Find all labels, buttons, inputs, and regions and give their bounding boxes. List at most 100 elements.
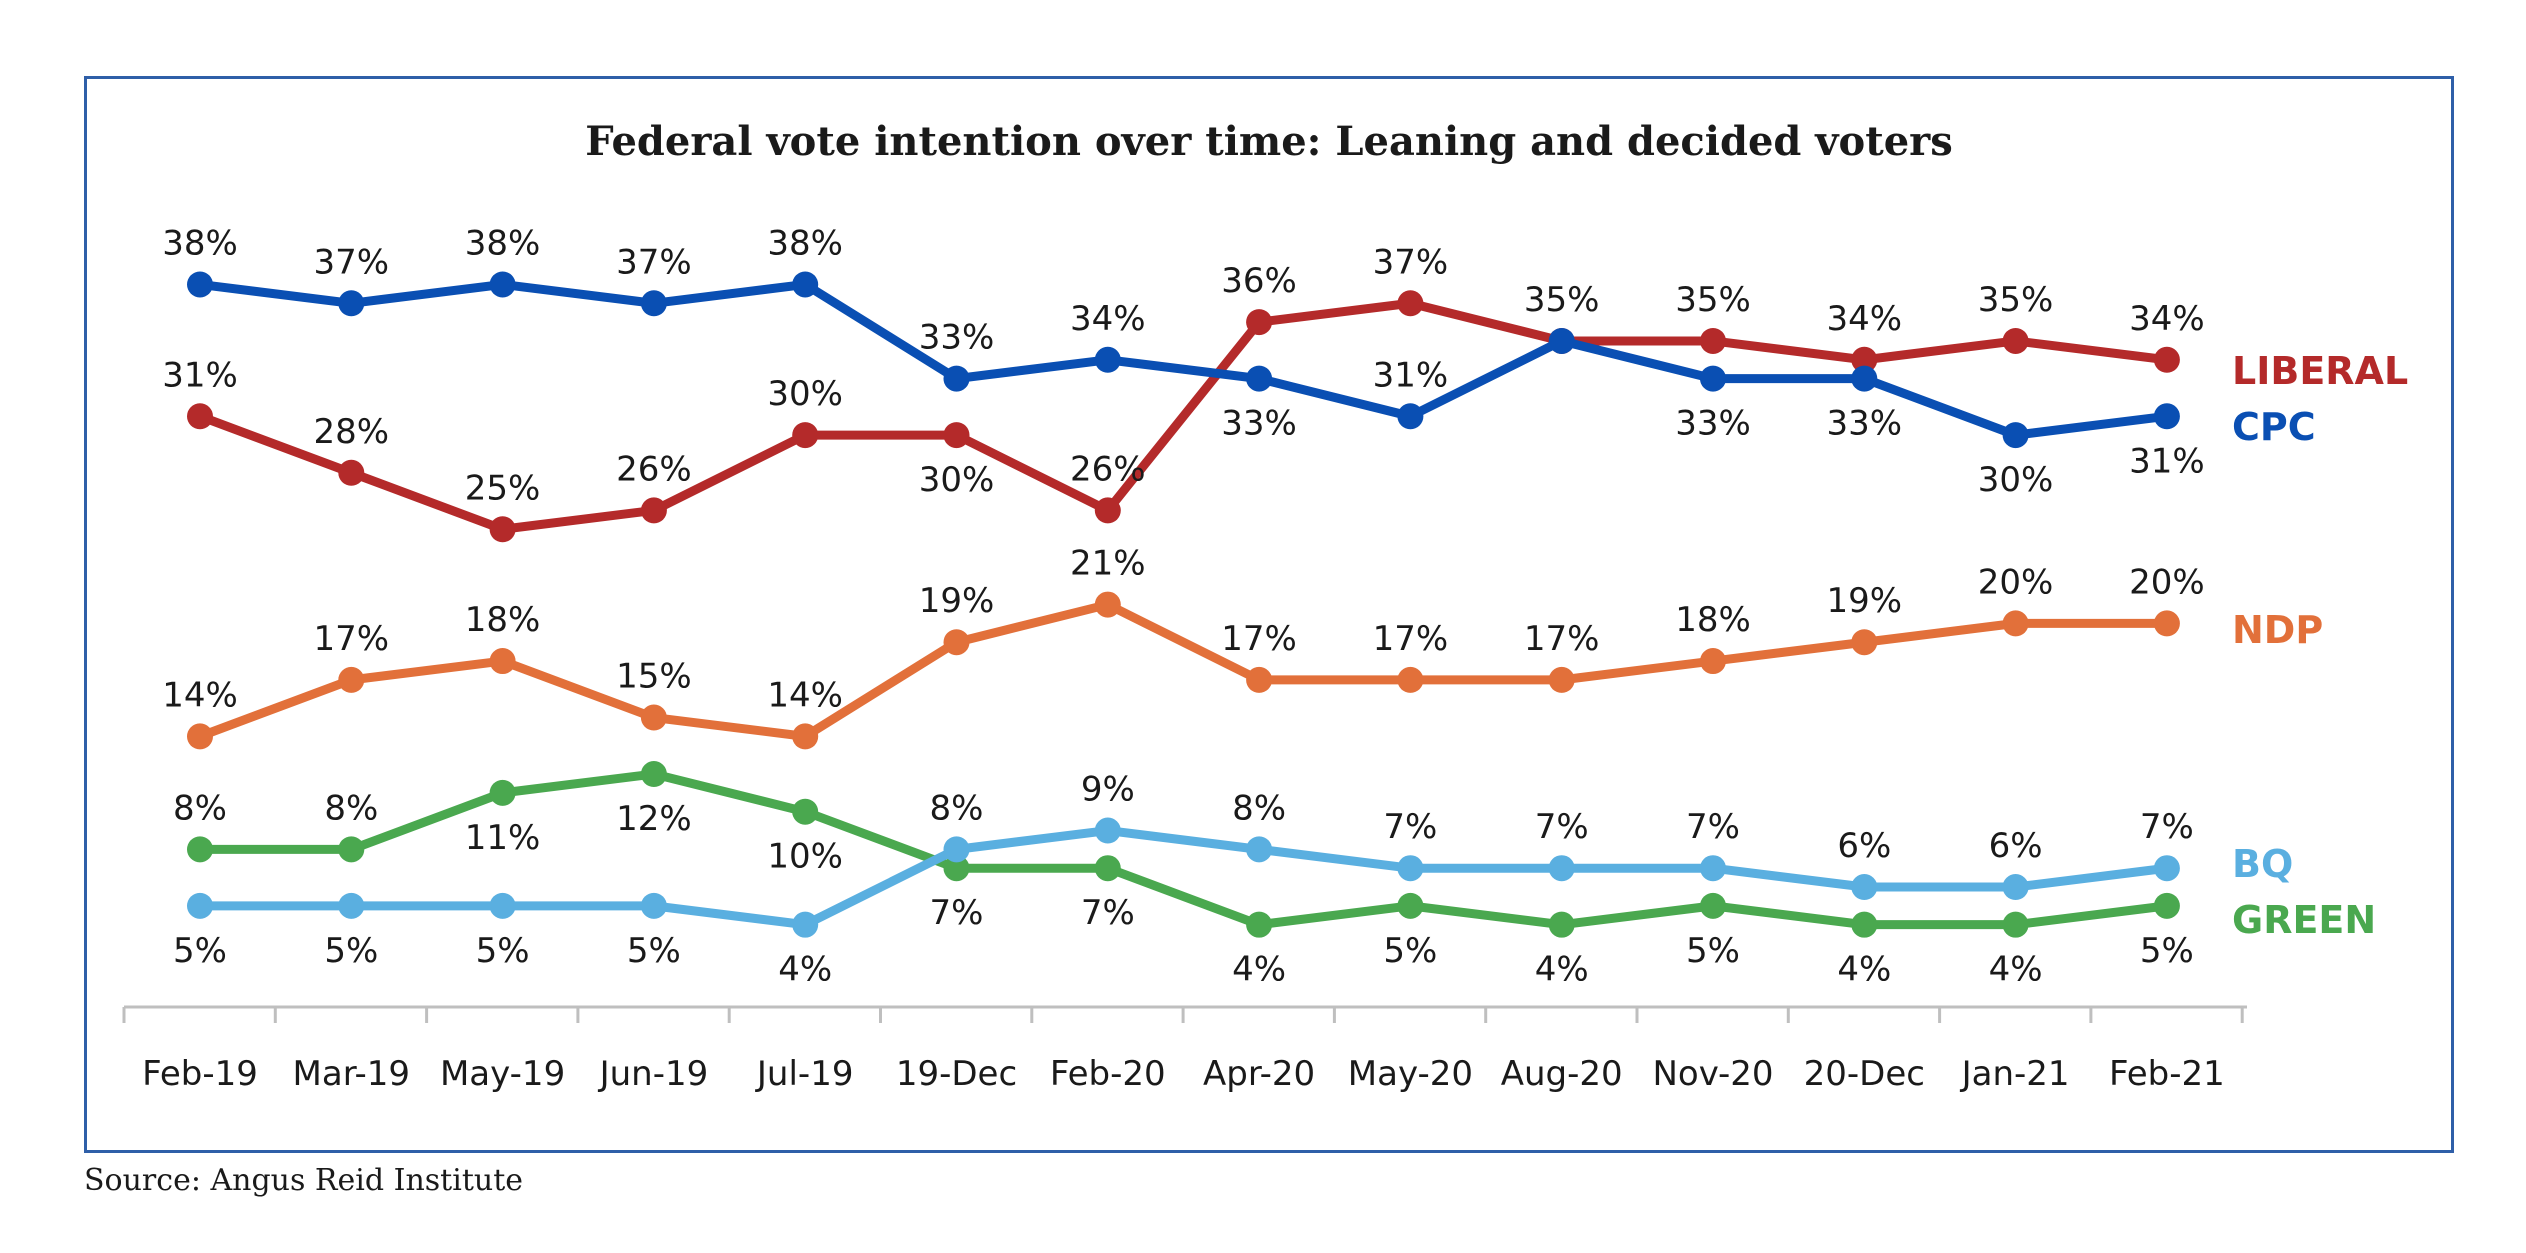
data-label-cpc: 33% (1675, 404, 1751, 444)
data-point-ndp (1548, 666, 1575, 693)
data-point-bq (2153, 855, 2180, 882)
source-note: Source: Angus Reid Institute (84, 1163, 523, 1198)
data-label-green: 12% (616, 799, 692, 839)
data-point-green (1700, 892, 1726, 919)
data-label-liberal: 34% (1827, 299, 1903, 339)
data-point-green (1246, 911, 1273, 938)
data-label-green: 5% (1686, 931, 1740, 971)
data-point-ndp (187, 723, 213, 750)
data-point-green (187, 836, 213, 863)
data-label-liberal: 35% (1978, 280, 2054, 320)
legend-ndp: NDP (2232, 608, 2323, 652)
data-point-bq (1397, 855, 1424, 882)
data-point-liberal (489, 516, 516, 543)
data-label-ndp: 17% (314, 619, 390, 659)
data-point-bq (338, 892, 365, 919)
data-point-cpc (489, 271, 516, 298)
data-label-cpc: 30% (1978, 460, 2054, 500)
data-point-ndp (1700, 648, 1726, 675)
data-point-green (943, 855, 970, 882)
data-label-cpc: 35% (1524, 280, 1600, 320)
data-point-bq (1700, 855, 1726, 882)
data-label-liberal: 36% (1221, 261, 1297, 301)
data-point-bq (792, 911, 819, 938)
x-tick-label: Nov-20 (1653, 1054, 1774, 1094)
data-point-ndp (1397, 666, 1424, 693)
data-point-ndp (1246, 666, 1273, 693)
x-tick-label: May-20 (1348, 1054, 1473, 1094)
data-label-ndp: 14% (162, 675, 238, 715)
data-label-green: 4% (1989, 950, 2043, 990)
data-point-cpc (792, 271, 819, 298)
data-point-liberal (338, 459, 365, 486)
data-label-cpc: 34% (1070, 299, 1146, 339)
legend-green: GREEN (2232, 898, 2376, 942)
data-label-bq: 7% (2140, 807, 2194, 847)
data-point-bq (640, 892, 667, 919)
series-liberal (187, 290, 2180, 543)
data-point-bq (1548, 855, 1575, 882)
data-point-liberal (792, 422, 819, 449)
data-label-cpc: 33% (1827, 404, 1903, 444)
x-tick-label: Feb-20 (1050, 1054, 1166, 1094)
legend-bq: BQ (2232, 842, 2293, 886)
data-label-green: 11% (465, 818, 541, 858)
data-point-bq (1851, 874, 1878, 901)
data-point-cpc (187, 271, 213, 298)
data-point-cpc (2153, 403, 2180, 430)
data-point-liberal (1851, 346, 1878, 373)
data-point-bq (1246, 836, 1273, 863)
data-label-ndp: 20% (2129, 562, 2205, 602)
data-point-cpc (640, 290, 667, 317)
data-point-green (489, 779, 516, 806)
data-point-cpc (943, 365, 970, 392)
data-label-cpc: 38% (465, 223, 541, 263)
x-tick-label: May-19 (440, 1054, 565, 1094)
data-label-liberal: 28% (314, 412, 390, 452)
data-label-ndp: 17% (1524, 619, 1600, 659)
data-label-liberal: 34% (2129, 299, 2205, 339)
x-tick-label: Jun-19 (598, 1054, 709, 1094)
data-label-bq: 5% (173, 931, 227, 971)
data-point-green (640, 761, 667, 788)
x-tick-label: Apr-20 (1203, 1054, 1315, 1094)
data-point-ndp (640, 704, 667, 731)
data-label-cpc: 38% (162, 223, 238, 263)
data-label-green: 7% (1081, 893, 1135, 933)
data-label-liberal: 35% (1675, 280, 1751, 320)
data-label-ndp: 18% (465, 600, 541, 640)
data-label-green: 5% (1383, 931, 1437, 971)
data-point-liberal (1094, 497, 1121, 524)
data-label-liberal: 26% (616, 449, 692, 489)
data-point-cpc (1851, 365, 1878, 392)
data-point-bq (943, 836, 970, 863)
data-point-bq (489, 892, 516, 919)
data-point-green (2153, 892, 2180, 919)
data-point-bq (187, 892, 213, 919)
x-tick-label: Feb-19 (142, 1054, 258, 1094)
data-point-bq (2002, 874, 2029, 901)
data-label-bq: 7% (1383, 807, 1437, 847)
series-bq (187, 817, 2180, 938)
data-label-green: 7% (930, 893, 984, 933)
data-point-liberal (943, 422, 970, 449)
data-point-ndp (489, 648, 516, 675)
data-point-liberal (187, 403, 213, 430)
series-cpc (187, 271, 2180, 449)
x-tick-label: Jan-21 (1960, 1054, 2070, 1094)
legend-liberal: LIBERAL (2232, 349, 2408, 393)
series-line-green (195, 769, 2172, 930)
data-label-green: 4% (1232, 950, 1286, 990)
data-label-cpc: 37% (314, 242, 390, 282)
data-point-ndp (2002, 610, 2029, 637)
data-point-green (792, 798, 819, 825)
data-label-cpc: 38% (767, 223, 843, 263)
data-label-bq: 8% (930, 788, 984, 828)
x-tick-label: Feb-21 (2109, 1054, 2225, 1094)
legend-cpc: CPC (2232, 405, 2316, 449)
data-point-liberal (2002, 327, 2029, 354)
data-point-liberal (1700, 327, 1726, 354)
data-point-cpc (1246, 365, 1273, 392)
data-label-cpc: 33% (919, 318, 995, 358)
data-point-green (1851, 911, 1878, 938)
